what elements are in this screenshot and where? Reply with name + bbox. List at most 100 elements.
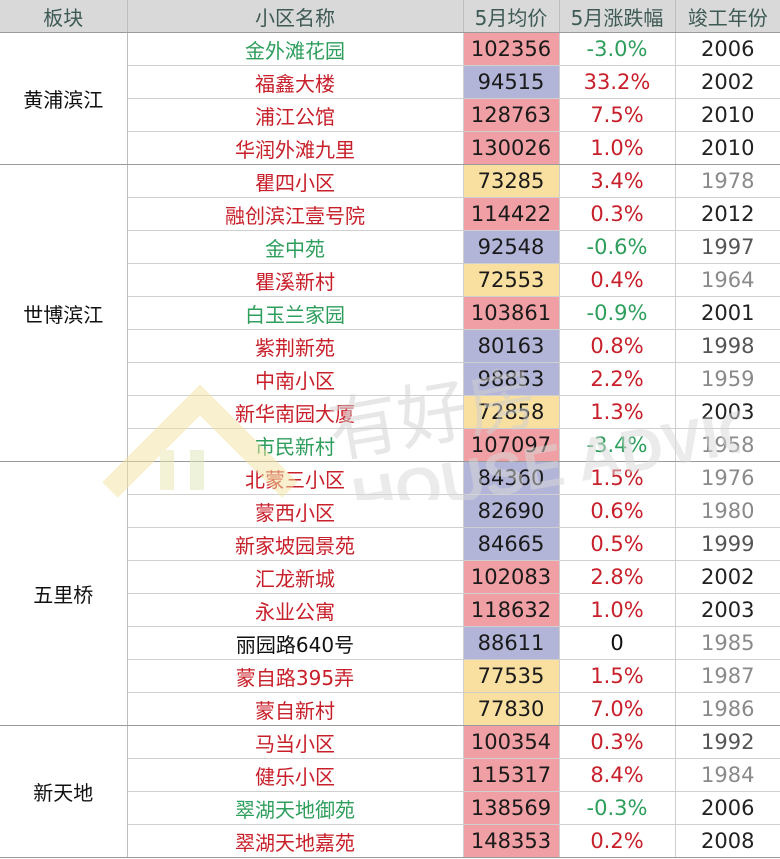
- change-cell: 0.5%: [559, 527, 676, 561]
- table-row: 新家坡园景苑 84665 0.5% 1999: [0, 527, 780, 561]
- table-row: 蒙西小区 82690 0.6% 1980: [0, 494, 780, 528]
- change-cell: 1.0%: [559, 593, 676, 627]
- table-row: 浦江公馆 128763 7.5% 2010: [0, 98, 780, 132]
- year-cell: 2006: [675, 32, 780, 66]
- year-cell: 1998: [675, 329, 780, 363]
- table-row: 健乐小区 115317 8.4% 1984: [0, 758, 780, 792]
- change-cell: 0.3%: [559, 725, 676, 759]
- change-cell: 3.4%: [559, 164, 676, 198]
- year-cell: 2001: [675, 296, 780, 330]
- year-cell: 1976: [675, 461, 780, 495]
- change-cell: -0.6%: [559, 230, 676, 264]
- table-row: 新华南园大厦 72858 1.3% 2003: [0, 395, 780, 429]
- community-name-cell: 瞿四小区: [127, 164, 464, 198]
- community-name-cell: 蒙西小区: [127, 494, 464, 528]
- header-name: 小区名称: [127, 0, 464, 33]
- community-name-cell: 瞿溪新村: [127, 263, 464, 297]
- community-name-cell: 永业公寓: [127, 593, 464, 627]
- block-cell: 世博滨江: [0, 164, 128, 462]
- change-cell: 2.2%: [559, 362, 676, 396]
- table-row: 五里桥 北蒙三小区 84360 1.5% 1976: [0, 461, 780, 726]
- community-name-cell: 北蒙三小区: [127, 461, 464, 495]
- header-price: 5月均价: [463, 0, 560, 33]
- block-cell: 黄浦滨江: [0, 32, 128, 165]
- price-cell: 114422: [463, 197, 560, 231]
- price-cell: 84360: [463, 461, 560, 495]
- price-cell: 118632: [463, 593, 560, 627]
- table-row: 蒙自新村 77830 7.0% 1986: [0, 692, 780, 726]
- price-cell: 128763: [463, 98, 560, 132]
- change-cell: 0.6%: [559, 494, 676, 528]
- community-name-cell: 金中苑: [127, 230, 464, 264]
- year-cell: 2003: [675, 593, 780, 627]
- change-cell: 0: [559, 626, 676, 660]
- year-cell: 1958: [675, 428, 780, 462]
- price-cell: 77535: [463, 659, 560, 693]
- change-cell: -0.9%: [559, 296, 676, 330]
- table-row: 金中苑 92548 -0.6% 1997: [0, 230, 780, 264]
- change-cell: 0.4%: [559, 263, 676, 297]
- table-row: 翠湖天地嘉苑 148353 0.2% 2008: [0, 824, 780, 858]
- price-cell: 77830: [463, 692, 560, 726]
- change-cell: 1.3%: [559, 395, 676, 429]
- table-row: 白玉兰家园 103861 -0.9% 2001: [0, 296, 780, 330]
- community-name-cell: 白玉兰家园: [127, 296, 464, 330]
- community-name-cell: 健乐小区: [127, 758, 464, 792]
- community-name-cell: 市民新村: [127, 428, 464, 462]
- header-row: 板块 小区名称 5月均价 5月涨跌幅 竣工年份: [0, 0, 780, 33]
- change-cell: -0.3%: [559, 791, 676, 825]
- community-name-cell: 蒙自路395弄: [127, 659, 464, 693]
- year-cell: 2002: [675, 65, 780, 99]
- year-cell: 1997: [675, 230, 780, 264]
- community-name-cell: 福鑫大楼: [127, 65, 464, 99]
- block-cell: 新天地: [0, 725, 128, 858]
- table-row: 汇龙新城 102083 2.8% 2002: [0, 560, 780, 594]
- table-row: 福鑫大楼 94515 33.2% 2002: [0, 65, 780, 99]
- community-name-cell: 浦江公馆: [127, 98, 464, 132]
- table-row: 新天地 马当小区 100354 0.3% 1992: [0, 725, 780, 858]
- community-name-cell: 华润外滩九里: [127, 131, 464, 165]
- community-name-cell: 翠湖天地嘉苑: [127, 824, 464, 858]
- change-cell: 7.0%: [559, 692, 676, 726]
- header-change: 5月涨跌幅: [559, 0, 676, 33]
- table-row: 蒙自路395弄 77535 1.5% 1987: [0, 659, 780, 693]
- community-name-cell: 中南小区: [127, 362, 464, 396]
- price-cell: 138569: [463, 791, 560, 825]
- price-cell: 102356: [463, 32, 560, 66]
- price-cell: 92548: [463, 230, 560, 264]
- table-row: 翠湖天地御苑 138569 -0.3% 2006: [0, 791, 780, 825]
- price-cell: 148353: [463, 824, 560, 858]
- community-name-cell: 翠湖天地御苑: [127, 791, 464, 825]
- table-row: 丽园路640号 88611 0 1985: [0, 626, 780, 660]
- year-cell: 1992: [675, 725, 780, 759]
- price-cell: 98853: [463, 362, 560, 396]
- change-cell: 7.5%: [559, 98, 676, 132]
- year-cell: 2006: [675, 791, 780, 825]
- year-cell: 1978: [675, 164, 780, 198]
- year-cell: 1999: [675, 527, 780, 561]
- table-row: 中南小区 98853 2.2% 1959: [0, 362, 780, 396]
- table-row: 世博滨江 瞿四小区 73285 3.4% 1978: [0, 164, 780, 462]
- year-cell: 1980: [675, 494, 780, 528]
- table-row: 瞿溪新村 72553 0.4% 1964: [0, 263, 780, 297]
- community-name-cell: 紫荆新苑: [127, 329, 464, 363]
- price-cell: 102083: [463, 560, 560, 594]
- price-cell: 107097: [463, 428, 560, 462]
- community-name-cell: 马当小区: [127, 725, 464, 759]
- year-cell: 1959: [675, 362, 780, 396]
- year-cell: 1986: [675, 692, 780, 726]
- price-cell: 72858: [463, 395, 560, 429]
- year-cell: 2008: [675, 824, 780, 858]
- price-cell: 72553: [463, 263, 560, 297]
- community-name-cell: 融创滨江壹号院: [127, 197, 464, 231]
- year-cell: 1964: [675, 263, 780, 297]
- year-cell: 2002: [675, 560, 780, 594]
- table-row: 黄浦滨江 金外滩花园 102356 -3.0% 2006: [0, 32, 780, 165]
- change-cell: -3.4%: [559, 428, 676, 462]
- year-cell: 2010: [675, 131, 780, 165]
- community-name-cell: 新华南园大厦: [127, 395, 464, 429]
- price-cell: 103861: [463, 296, 560, 330]
- community-name-cell: 蒙自新村: [127, 692, 464, 726]
- change-cell: 1.0%: [559, 131, 676, 165]
